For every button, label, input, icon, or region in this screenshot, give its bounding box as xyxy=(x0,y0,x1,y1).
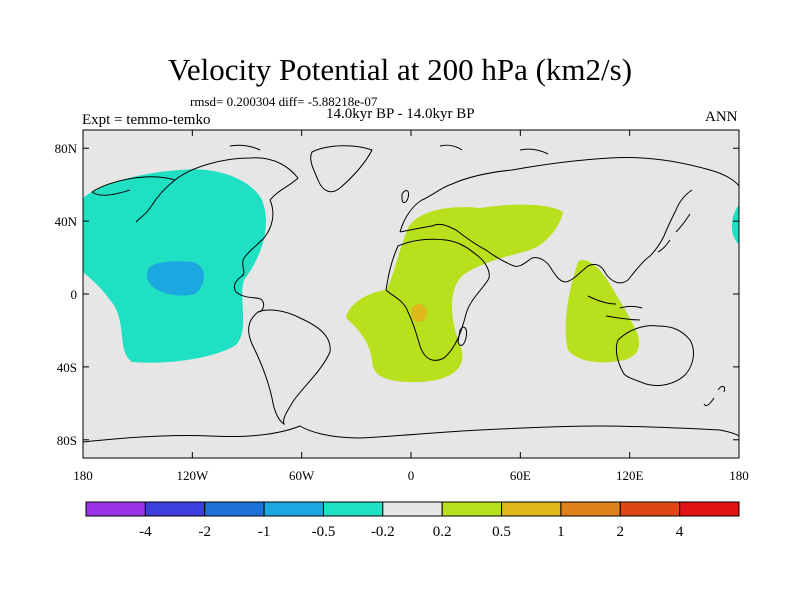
coast-antarctica xyxy=(83,425,739,443)
colorbar-label: -2 xyxy=(198,524,211,540)
colorbar-swatch xyxy=(204,501,265,517)
colorbar-label: -4 xyxy=(139,524,152,540)
coast-australia xyxy=(615,325,694,387)
contour-positive-africa xyxy=(346,204,563,383)
coast-south-america xyxy=(248,309,331,426)
coast-north-america xyxy=(91,157,299,313)
coast-eurasia xyxy=(399,157,739,284)
coast-africa xyxy=(385,238,490,361)
colorbar: -4 -2 -1 -0.5 -0.2 0.2 0.5 1 2 4 xyxy=(85,501,740,540)
x-tick-label: 60E xyxy=(510,468,531,483)
colorbar-label: -0.2 xyxy=(371,524,395,540)
colorbar-swatch xyxy=(441,501,503,517)
coast-madagascar xyxy=(457,326,467,346)
y-tick-label: 80S xyxy=(57,433,77,448)
y-tick-label: 40N xyxy=(55,214,78,229)
colorbar-label: 1 xyxy=(557,524,565,540)
x-tick-label: 180 xyxy=(73,468,93,483)
x-tick-label: 120E xyxy=(616,468,644,483)
colorbar-label: -0.5 xyxy=(312,524,336,540)
coast-british-isles xyxy=(401,190,409,203)
coastlines xyxy=(83,144,739,443)
chart-title: Velocity Potential at 200 hPa (km2/s) xyxy=(167,52,633,87)
colorbar-label: 0.5 xyxy=(492,524,511,540)
axis-ticks: 180 120W 60W 0 60E 120E 180 80N 40N 0 40S 80S xyxy=(55,130,749,483)
colorbar-label: 2 xyxy=(617,524,625,540)
x-tick-label: 0 xyxy=(408,468,415,483)
stats-text: rmsd= 0.200304 diff= -5.88218e-07 xyxy=(190,94,378,109)
y-tick-label: 0 xyxy=(71,287,78,302)
contour-positive-core xyxy=(411,304,427,322)
x-tick-label: 180 xyxy=(729,468,749,483)
colorbar-swatch xyxy=(560,501,621,517)
contour-positive-indian xyxy=(565,259,640,363)
colorbar-swatch xyxy=(619,501,681,517)
coast-greenland xyxy=(310,145,373,193)
coast-japan xyxy=(657,213,691,253)
colorbar-label: 4 xyxy=(676,524,684,540)
colorbar-swatch xyxy=(85,501,146,517)
y-tick-label: 80N xyxy=(55,141,78,156)
coast-new-zealand xyxy=(703,385,725,407)
colorbar-label: 0.2 xyxy=(433,524,452,540)
experiment-label: Expt = temmo-temko xyxy=(82,112,211,128)
colorbar-swatch xyxy=(382,501,443,517)
x-tick-label: 60W xyxy=(289,468,315,483)
y-tick-label: 40S xyxy=(57,360,77,375)
colorbar-swatch xyxy=(501,501,562,517)
colorbar-swatch xyxy=(679,501,740,517)
contour-negative-core xyxy=(146,261,205,296)
coast-arctic-islands xyxy=(229,144,549,155)
coast-indonesia xyxy=(587,295,643,321)
colorbar-label: -1 xyxy=(258,524,271,540)
x-tick-label: 120W xyxy=(176,468,209,483)
colorbar-swatch xyxy=(263,501,324,517)
period-text: 14.0kyr BP - 14.0kyr BP xyxy=(326,106,475,122)
season-label: ANN xyxy=(705,109,738,125)
colorbar-swatch xyxy=(144,501,206,517)
contour-fields xyxy=(83,144,739,443)
colorbar-swatch xyxy=(322,501,384,517)
contour-negative-edge xyxy=(731,205,739,244)
